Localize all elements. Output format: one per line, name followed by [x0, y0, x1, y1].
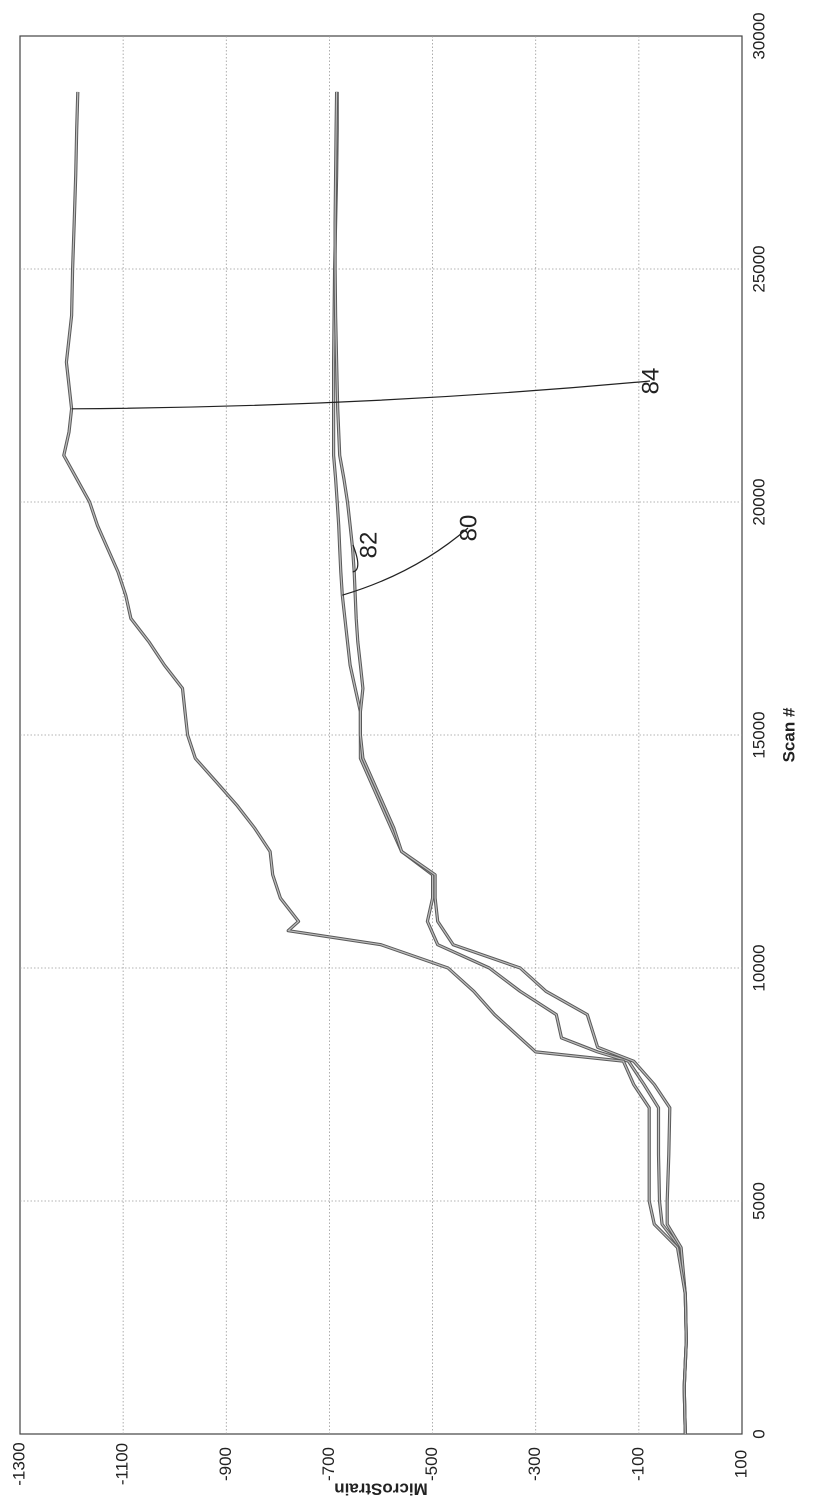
- reference-label: 82: [355, 532, 382, 559]
- reference-label: 84: [637, 368, 664, 395]
- y-tick-label: -1300: [9, 1442, 28, 1485]
- x-tick-labels: 0 5000 10000 15000 20000 25000 30000: [749, 12, 768, 1438]
- reference-label: 80: [455, 515, 482, 542]
- x-tick-label: 5000: [749, 1182, 768, 1220]
- y-tick-label: -100: [628, 1447, 647, 1481]
- x-tick-label: 0: [749, 1429, 768, 1438]
- x-tick-label: 30000: [749, 12, 768, 59]
- y-tick-label: 100: [731, 1450, 750, 1478]
- x-axis-title: Scan #: [779, 707, 798, 762]
- y-axis-title: MicroStrain: [334, 1480, 428, 1499]
- y-tick-label: -700: [319, 1447, 338, 1481]
- x-tick-label: 20000: [749, 478, 768, 525]
- x-tick-label: 15000: [749, 711, 768, 758]
- y-tick-label: -1100: [113, 1443, 132, 1485]
- y-tick-label: -900: [216, 1447, 235, 1481]
- y-tick-labels: 100 -100 -300 -500 -700 -900 -1100 -1300: [9, 1442, 750, 1485]
- x-tick-label: 25000: [749, 245, 768, 292]
- y-tick-label: -500: [422, 1447, 441, 1481]
- y-tick-label: -300: [525, 1447, 544, 1481]
- x-tick-label: 10000: [749, 944, 768, 991]
